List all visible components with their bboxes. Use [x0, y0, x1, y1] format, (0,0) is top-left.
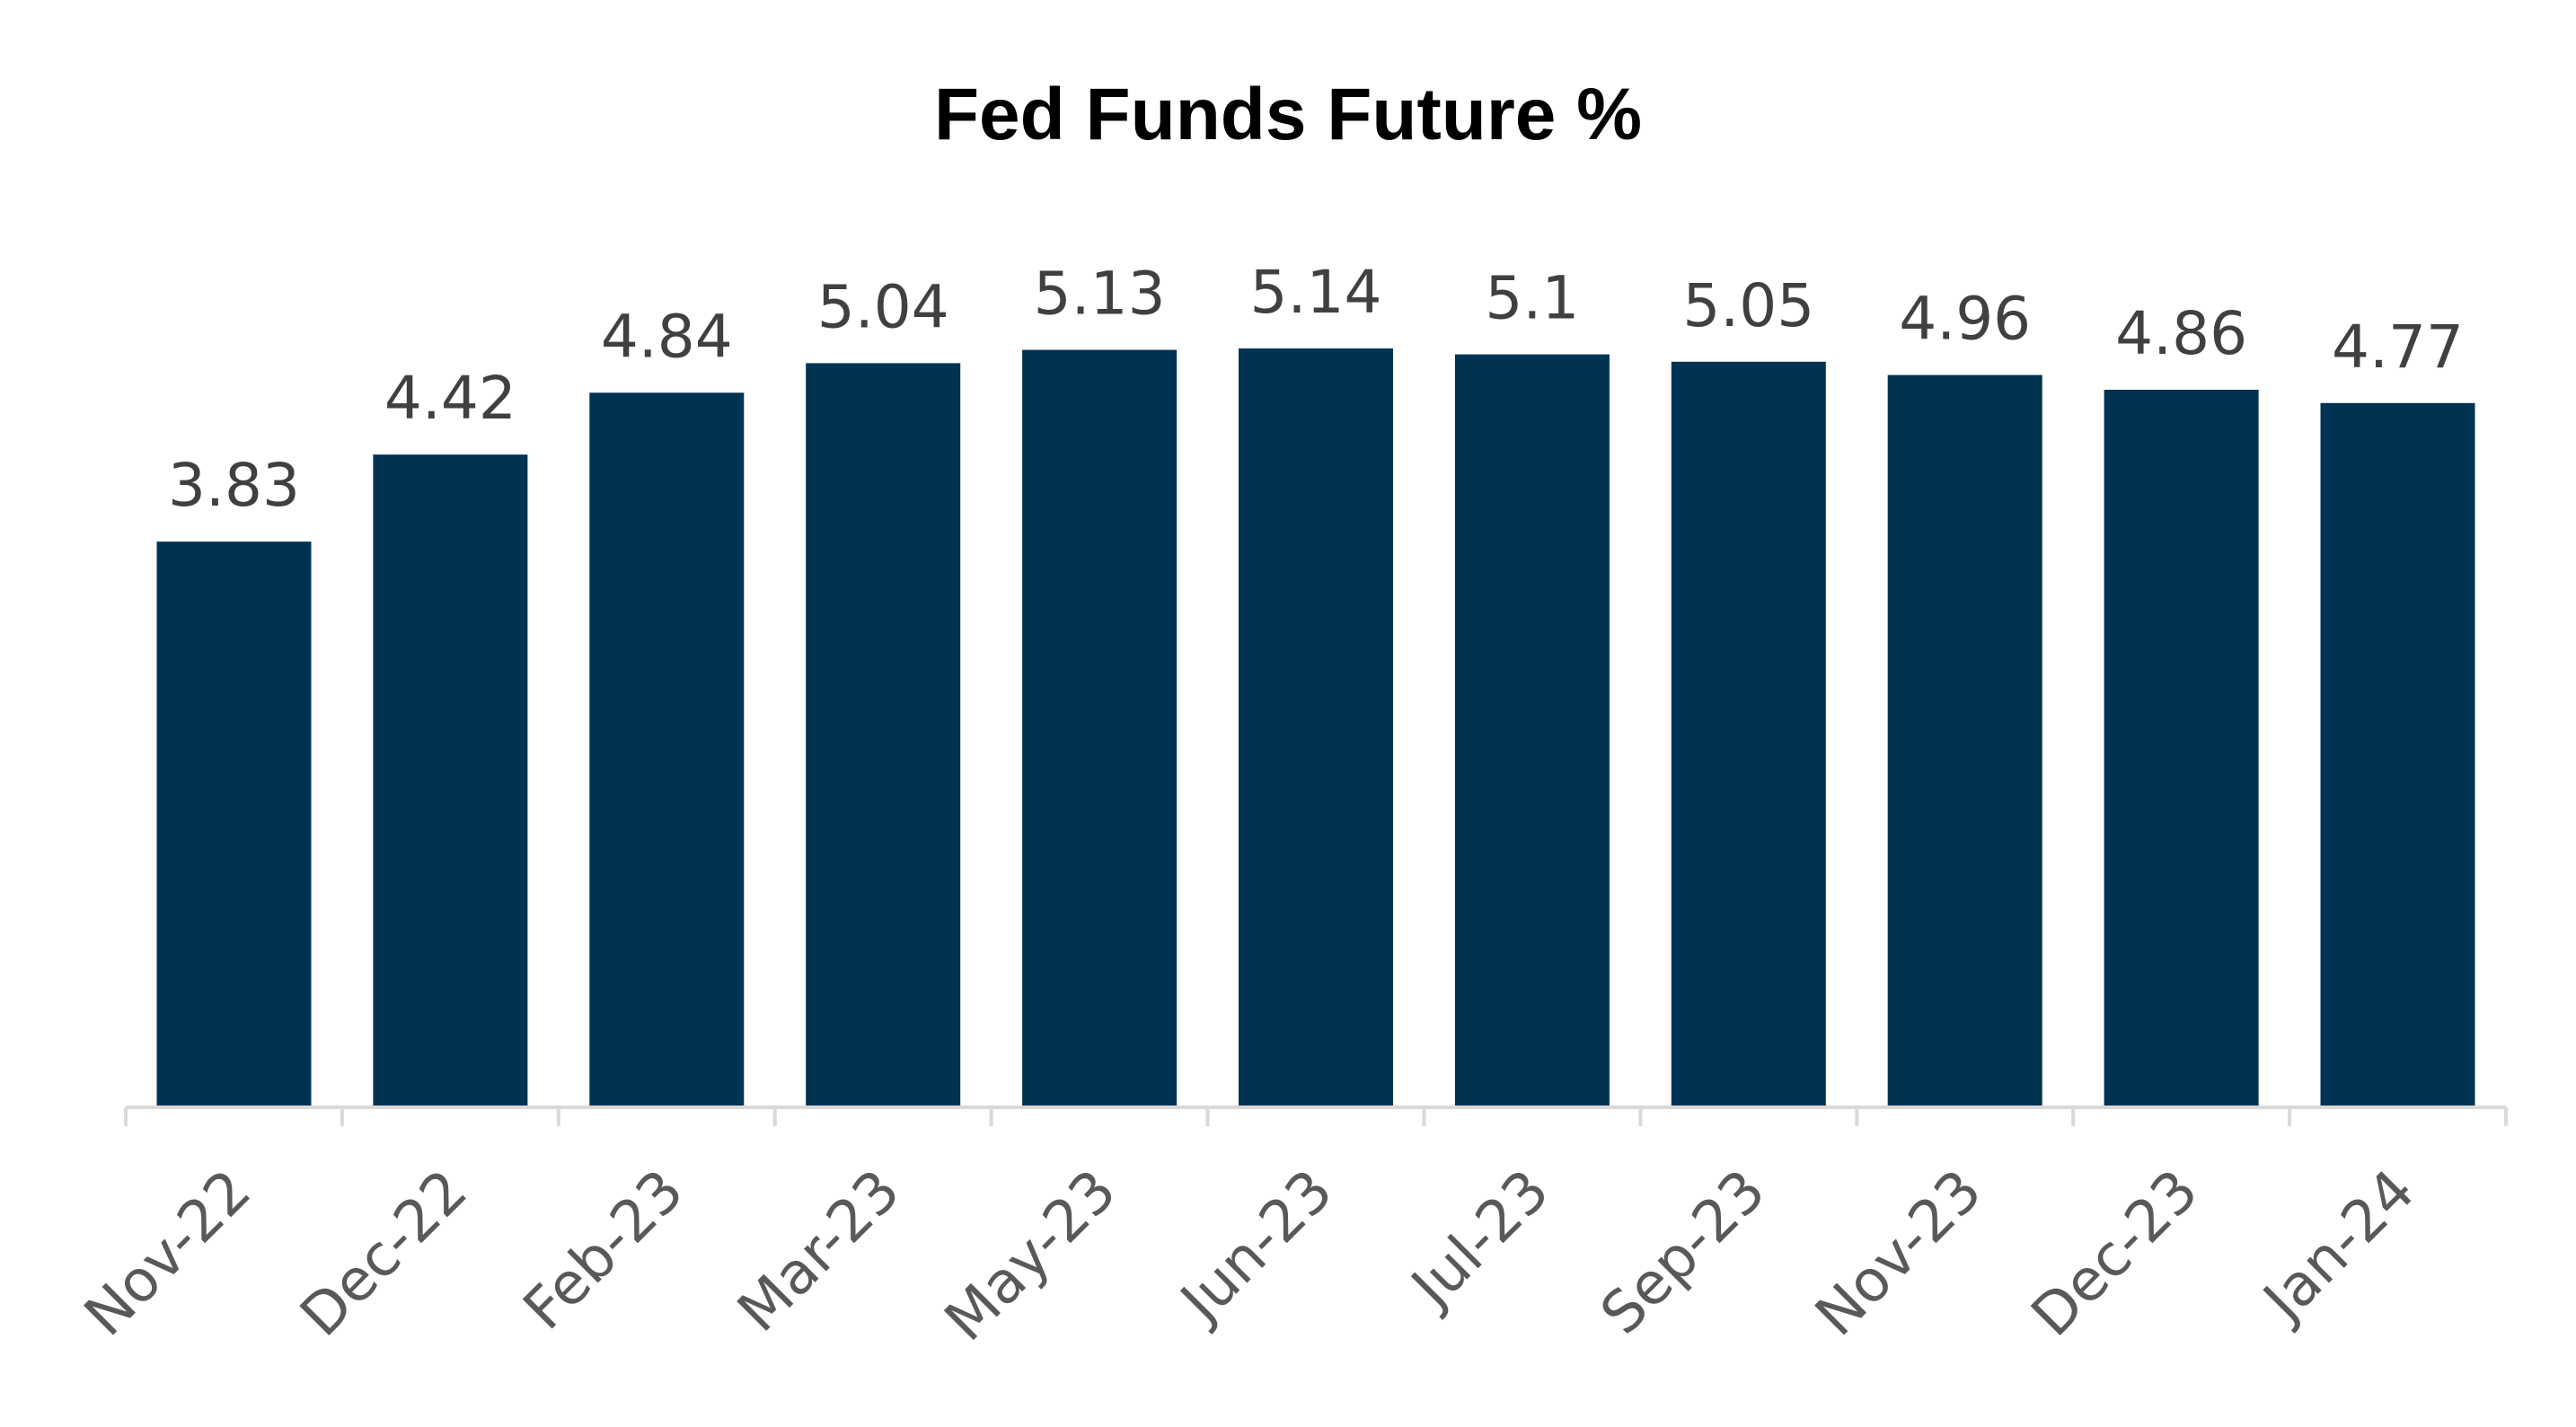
data-label: 5.1 — [1485, 264, 1579, 333]
x-tick-label: Dec-23 — [2019, 1158, 2211, 1350]
x-tick-label: Feb-23 — [511, 1158, 696, 1343]
bar-jan-24 — [2320, 402, 2475, 1106]
chart-title: Fed Funds Future % — [934, 74, 1642, 155]
x-tick-labels: Nov-22 Dec-22 Feb-23 Mar-23 May-23 Jun-23 Jul-… — [72, 1158, 2427, 1354]
data-label: 4.42 — [384, 364, 516, 433]
data-label: 4.77 — [2332, 313, 2464, 382]
bar-mar-23 — [806, 363, 961, 1106]
x-axis — [124, 1105, 2508, 1126]
x-tick-label: Jun-23 — [1167, 1158, 1346, 1337]
bar-jul-23 — [1454, 354, 1610, 1107]
x-tick-label: Nov-23 — [1804, 1158, 1995, 1349]
data-label: 4.84 — [601, 302, 733, 371]
data-label: 5.13 — [1034, 260, 1166, 329]
bar-jun-23 — [1239, 348, 1393, 1106]
x-tick-label: Sep-23 — [1589, 1158, 1779, 1348]
x-tick-label: Jul-23 — [1398, 1158, 1563, 1323]
x-tick-label: Jan-24 — [2249, 1158, 2428, 1336]
data-label: 5.14 — [1250, 258, 1382, 327]
x-tick-label: May-23 — [932, 1158, 1129, 1354]
bar-nov-22 — [156, 542, 312, 1106]
x-tick-label: Nov-22 — [72, 1158, 263, 1349]
bar-dec-22 — [373, 454, 528, 1106]
data-label: 3.83 — [168, 451, 300, 520]
bar-dec-23 — [2104, 390, 2259, 1106]
data-label: 4.96 — [1899, 285, 2031, 354]
x-tick-label: Mar-23 — [726, 1158, 913, 1345]
data-label: 5.05 — [1682, 271, 1814, 340]
bar-sep-23 — [1671, 361, 1826, 1106]
data-label: 5.04 — [817, 272, 949, 341]
data-labels: 3.83 4.42 4.84 5.04 5.13 5.14 5.1 5.05 4.96 4.86 4… — [168, 258, 2464, 520]
x-tick-label: Dec-22 — [288, 1158, 481, 1350]
bar-series — [156, 348, 2475, 1107]
bar-feb-23 — [589, 392, 745, 1106]
bar-nov-23 — [1887, 374, 2042, 1107]
data-label: 4.86 — [2115, 299, 2247, 368]
bar-may-23 — [1022, 349, 1178, 1107]
